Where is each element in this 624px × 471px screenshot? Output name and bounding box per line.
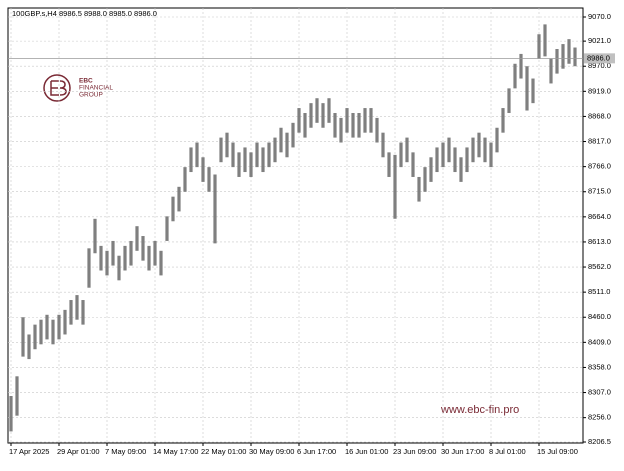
y-tick-label: 8358.0 [588,362,611,371]
y-tick-label: 8256.0 [588,413,611,422]
y-tick-label: 8562.0 [588,262,611,271]
x-tick-label: 7 May 09:00 [105,447,146,456]
y-tick-label: 8970.0 [588,61,611,70]
last-price-box [584,53,615,64]
y-tick-label: 8613.0 [588,237,611,246]
watermark: www.ebc-fin.pro [440,404,519,416]
x-tick-label: 15 Jul 09:00 [537,447,578,456]
x-tick-label: 29 Apr 01:00 [57,447,100,456]
grid [8,8,583,443]
x-tick-label: 6 Jun 17:00 [297,447,336,456]
x-tick-label: 23 Jun 09:00 [393,447,436,456]
last-price-label: 8986.0 [587,53,610,62]
logo-text: GROUP [79,92,103,99]
x-tick-label: 17 Apr 2025 [9,447,49,456]
y-tick-label: 9070.0 [588,12,611,21]
x-tick-label: 30 May 09:00 [249,447,294,456]
y-tick-label: 8511.0 [588,287,610,296]
y-tick-label: 9021.0 [588,36,611,45]
x-tick-label: 30 Jun 17:00 [441,447,484,456]
chart-title: 100GBP.s,H4 8986.5 8988.0 8985.0 8986.0 [12,9,157,18]
logo-ring [43,74,71,102]
y-tick-label: 8919.0 [588,86,611,95]
y-tick-label: 8307.0 [588,388,611,397]
y-tick-label: 8868.0 [588,111,611,120]
y-tick-label: 8715.0 [588,187,611,196]
x-tick-label: 22 May 01:00 [201,447,246,456]
y-tick-label: 8409.0 [588,337,611,346]
y-tick-label: 8766.0 [588,162,611,171]
logo-text: EBC [79,78,93,85]
logo: EBC FINANCIAL GROUP [43,74,113,102]
y-tick-label: 8206.5 [588,437,611,446]
plot-frame [7,7,584,444]
y-tick-label: 8664.0 [588,212,611,221]
x-tick-label: 14 May 17:00 [153,447,198,456]
logo-mark [50,80,67,96]
logo-text: FINANCIAL [79,85,113,92]
x-tick-label: 16 Jun 01:00 [345,447,388,456]
x-tick-label: 8 Jul 01:00 [489,447,526,456]
y-tick-label: 8460.0 [588,312,611,321]
y-tick-label: 8817.0 [588,137,611,146]
